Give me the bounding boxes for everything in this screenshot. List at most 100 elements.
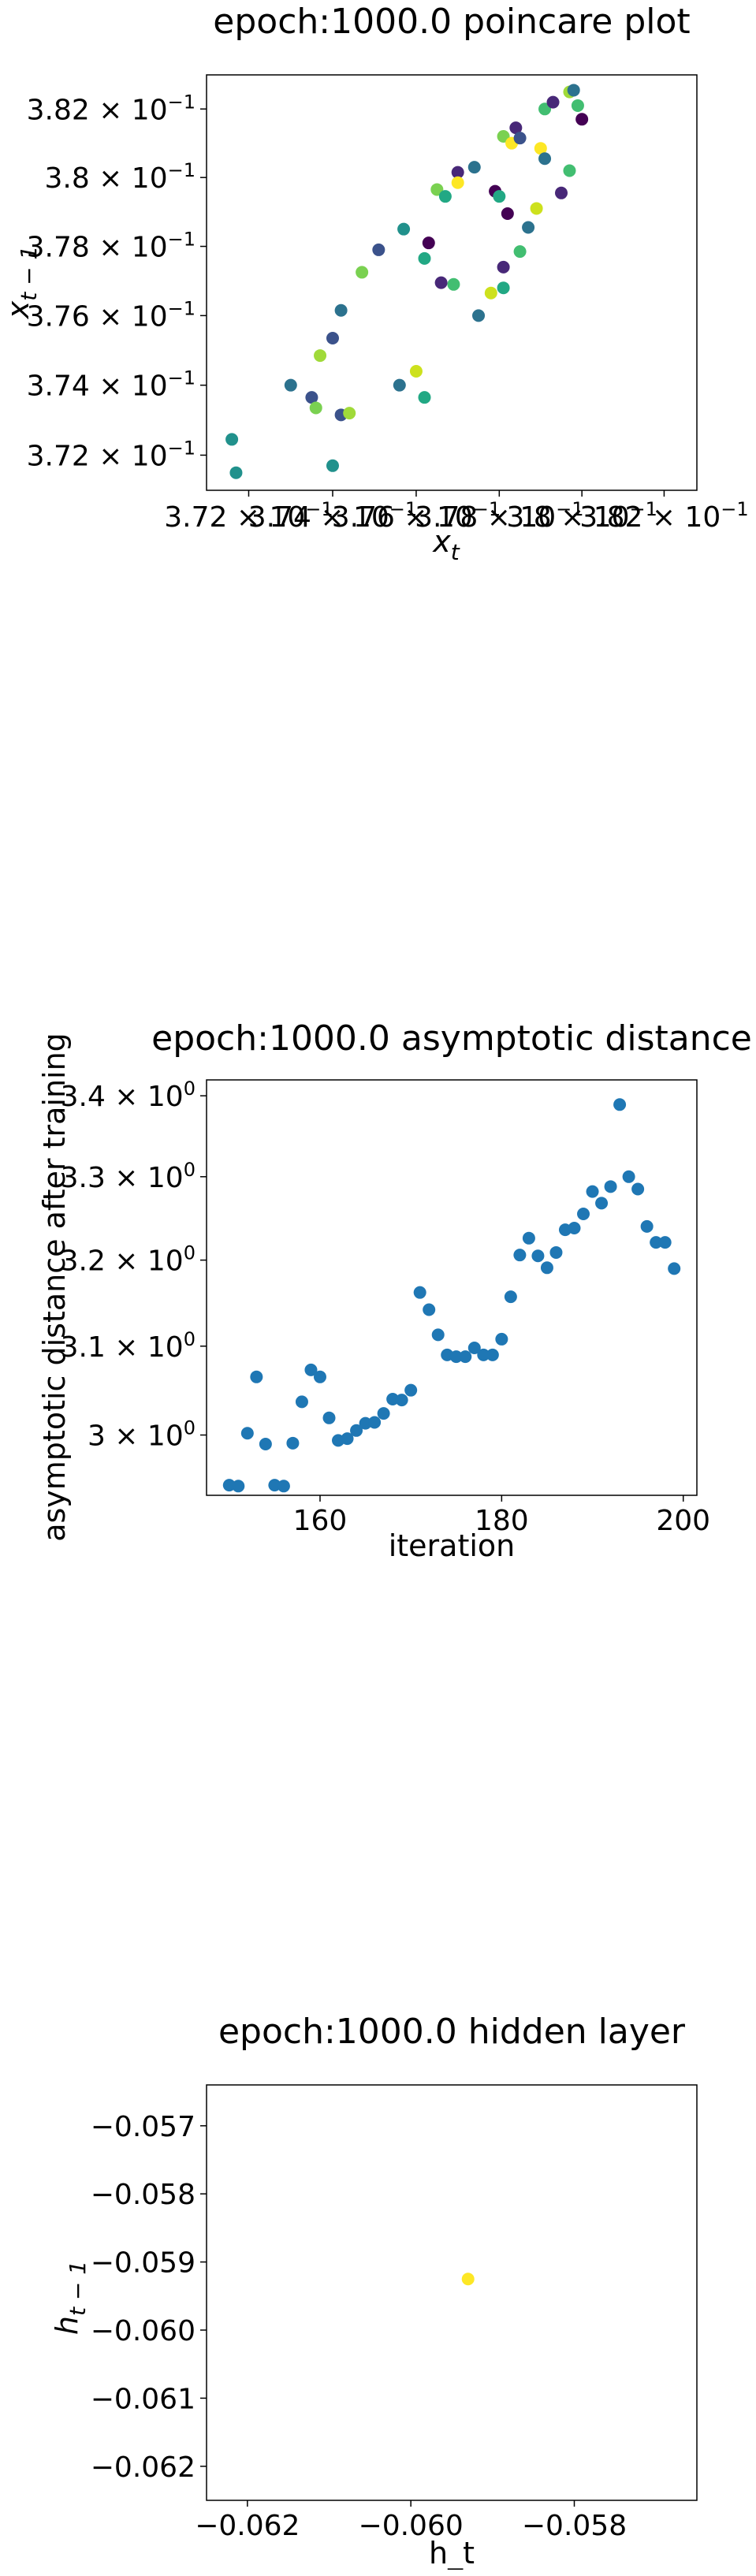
y-tick-label: 3.72 × 10−1 <box>27 437 196 472</box>
y-axis-label: asymptotic distance after training <box>37 1033 72 1542</box>
scatter-point <box>268 1479 281 1492</box>
scatter-point <box>604 1180 617 1193</box>
scatter-point <box>467 1341 481 1354</box>
scatter-point <box>304 1363 318 1376</box>
x-tick-label: 200 <box>656 1505 710 1537</box>
scatter-point <box>309 401 322 415</box>
scatter-point <box>631 1182 645 1196</box>
scatter-point <box>613 1098 627 1111</box>
x-axis-label: iteration <box>389 1528 516 1563</box>
scatter-point <box>359 1416 372 1430</box>
plot-frame <box>206 74 698 491</box>
scatter-point <box>356 266 369 279</box>
scatter-point <box>451 176 464 189</box>
scatter-point <box>567 84 580 97</box>
scatter-point <box>343 407 356 420</box>
scatter-point <box>497 129 510 143</box>
scatter-point <box>586 1185 599 1198</box>
scatter-point <box>504 1290 517 1304</box>
scatter-point <box>305 391 318 404</box>
y-tick-label: 3.8 × 10−1 <box>44 159 196 195</box>
y-tick-label: 3.1 × 100 <box>61 1328 196 1364</box>
y-tick-label: 3.76 × 10−1 <box>27 297 196 333</box>
x-tick-label: 3.74 × 10−1 <box>248 498 417 534</box>
x-tick-label: 3.8 × 10−1 <box>506 498 657 534</box>
scatter-point <box>326 459 339 472</box>
y-tick-label: −0.062 <box>91 2451 196 2484</box>
scatter-point <box>668 1262 681 1275</box>
x-tick-label: 3.76 × 10−1 <box>332 498 501 534</box>
y-tick-label: 3.78 × 10−1 <box>27 229 196 264</box>
x-axis-label: xt <box>432 524 460 565</box>
scatter-point <box>640 1219 654 1233</box>
scatter-point <box>277 1480 290 1493</box>
y-tick-label: 3.4 × 100 <box>61 1078 196 1113</box>
scatter-point <box>447 277 460 291</box>
scatter-point <box>395 1394 408 1407</box>
scatter-point <box>313 1370 326 1383</box>
scatter-point <box>658 1236 672 1249</box>
scatter-point <box>397 222 411 236</box>
scatter-point <box>430 183 444 196</box>
chart-title: epoch:1000.0 poincare plot <box>213 2 690 42</box>
scatter-point <box>322 1411 336 1424</box>
y-tick-label: −0.058 <box>91 2179 196 2211</box>
scatter-point <box>386 1392 400 1405</box>
scatter-point <box>286 1436 300 1450</box>
y-axis-label: ht − 1 <box>50 2261 91 2335</box>
scatter-point <box>295 1395 308 1409</box>
scatter-point <box>571 99 584 112</box>
scatter-point <box>495 1332 508 1346</box>
scatter-point <box>461 2273 475 2286</box>
y-axis-label: xt − 1 <box>1 246 42 320</box>
x-tick-label: −0.062 <box>195 2510 300 2542</box>
scatter-point <box>467 161 481 174</box>
scatter-point <box>422 236 435 250</box>
x-tick-label: 180 <box>475 1505 529 1537</box>
y-tick-label: −0.060 <box>91 2315 196 2347</box>
x-tick-label: −0.060 <box>359 2510 464 2542</box>
scatter-point <box>568 1222 581 1235</box>
scatter-point <box>546 95 560 109</box>
scatter-point <box>540 1261 553 1275</box>
scatter-point <box>513 245 527 259</box>
chart-title: epoch:1000.0 hidden layer <box>218 2012 686 2052</box>
scatter-point <box>225 433 239 446</box>
scatter-point <box>240 1427 254 1440</box>
x-tick-label: 3.78 × 10−1 <box>415 498 583 534</box>
scatter-point <box>232 1480 245 1493</box>
scatter-point <box>497 281 510 295</box>
scatter-point <box>418 391 431 404</box>
scatter-point <box>501 207 514 220</box>
scatter-point <box>486 1348 499 1361</box>
scatter-point <box>484 286 497 300</box>
scatter-point <box>622 1170 635 1183</box>
scatter-point <box>650 1236 663 1249</box>
y-tick-label: 3 × 100 <box>88 1417 196 1453</box>
x-tick-label: 3.82 × 10−1 <box>579 498 748 534</box>
scatter-point <box>350 1424 363 1437</box>
scatter-point <box>538 152 552 166</box>
x-axis-label: h_t <box>429 2536 475 2570</box>
hidden-layer-chart: epoch:1000.0 hidden layer −0.062 −0.060 −0.… <box>50 2012 698 2570</box>
scatter-point <box>530 202 543 215</box>
y-tick-label: 3.2 × 100 <box>61 1242 196 1278</box>
scatter-point <box>555 186 568 199</box>
scatter-point <box>250 1370 263 1383</box>
scatter-point <box>409 364 423 378</box>
scatter-point <box>377 1407 390 1420</box>
scatter-point <box>259 1437 272 1450</box>
asymptotic-distance-chart: epoch:1000.0 asymptotic distance 160 180 20… <box>37 1018 752 1563</box>
scatter-point <box>522 1231 535 1245</box>
scatter-point <box>531 1249 545 1263</box>
poincare-plot-chart: epoch:1000.0 poincare plot 3.72 × 10−1 3.7… <box>1 2 749 565</box>
scatter-point <box>404 1383 418 1397</box>
scatter-point <box>513 1249 527 1262</box>
scatter-point <box>513 132 527 145</box>
scatter-point <box>472 309 486 322</box>
scatter-point <box>284 378 297 392</box>
scatter-point <box>449 1350 463 1364</box>
scatter-point <box>434 276 448 289</box>
scatter-point <box>334 303 348 317</box>
x-tick-label: 160 <box>293 1505 348 1537</box>
